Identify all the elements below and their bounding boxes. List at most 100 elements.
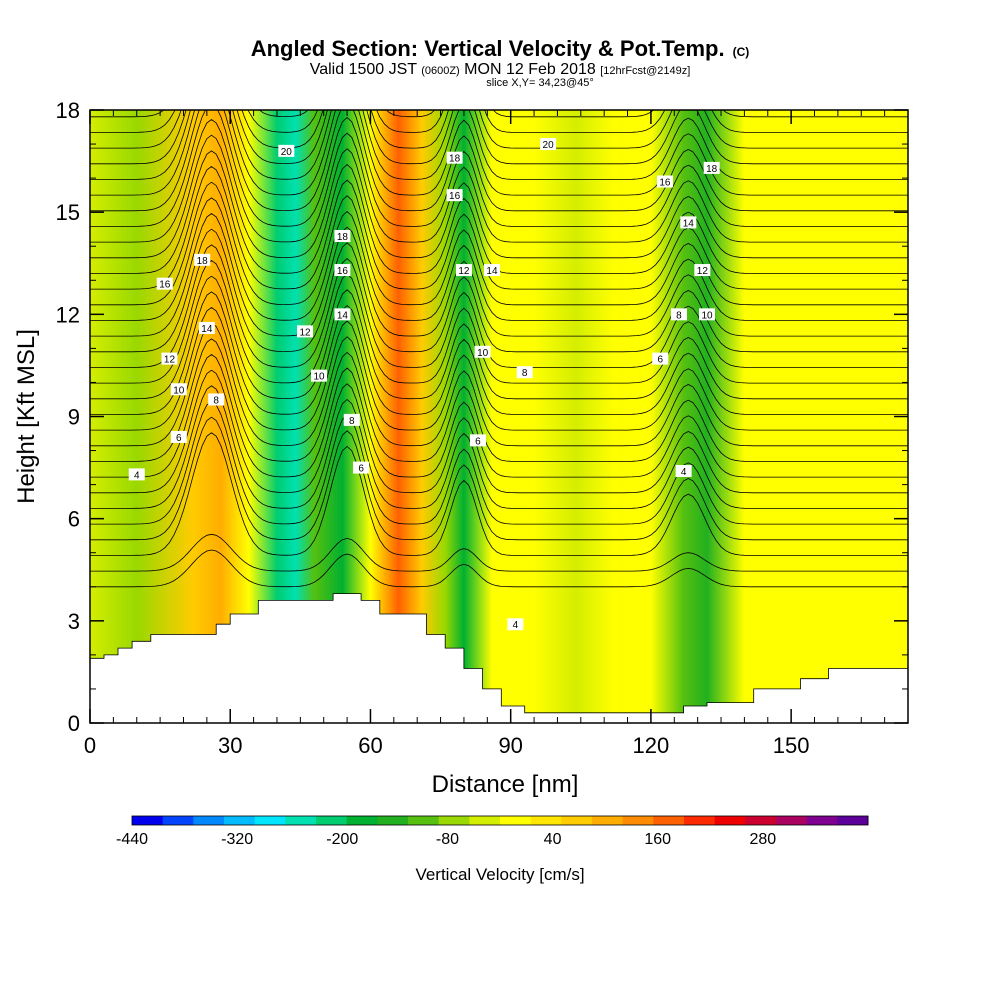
velocity-field [90,110,908,723]
y-tick-label: 9 [68,405,80,430]
pot-temp-contour [90,291,908,415]
title-unit: (C) [732,45,750,59]
axes: 0 30 60 90 120 150 0 3 6 9 12 15 18 Distance [nm] Heig… [13,98,909,798]
contour-label: 14 [680,216,697,229]
colorbar-tick-label: 40 [544,831,562,848]
pot-temp-contour [90,369,908,494]
pot-temp-contour [90,401,908,525]
contour-label-text: 20 [543,140,555,151]
colorbar-swatch [745,816,777,825]
contour-label-text: 20 [281,147,293,158]
pot-temp-contour [90,322,908,447]
colorbar-swatch [592,816,624,825]
colorbar-swatch [684,816,716,825]
y-tick-label: 15 [56,200,80,225]
contour-label: 6 [353,461,370,475]
contour-label: 12 [161,352,178,366]
x-tick-label: 150 [773,733,810,758]
contour-label: 12 [455,264,472,277]
slice-info: slice X,Y= 34,23@45° [486,77,594,89]
contour-label: 4 [128,468,145,481]
contour-label: 14 [198,321,215,335]
contour-label: 18 [334,230,351,243]
chart-title: Angled Section: Vertical Velocity & Pot.… [0,36,1000,62]
colorbar-frame [131,815,869,826]
colorbar-swatch [653,816,685,825]
contour-label-text: 10 [313,372,325,383]
colorbar-swatch [377,816,409,825]
colorbar-swatch [316,816,348,825]
contour-label: 8 [343,413,360,427]
contour-label: 14 [334,308,351,321]
vertical-velocity-fill [90,110,908,723]
colorbar-swatch [806,816,838,825]
colorbar-swatch [224,816,256,825]
y-tick-label: 6 [68,507,80,532]
colorbar-swatch [500,816,532,825]
y-tick-label: 12 [56,302,80,327]
contour-label: 6 [469,434,486,447]
colorbar: -440 -320 -200 -80 40 160 280 Vertical Velocity… [116,815,869,884]
contour-label-text: 6 [176,433,182,444]
pot-temp-contour [90,166,908,290]
contour-label-text: 8 [349,416,355,427]
pot-temp-contour [90,432,908,556]
x-tick-label: 30 [218,733,242,758]
contour-label: 4 [507,618,524,631]
contour-label: 18 [194,253,211,267]
contour-label: 8 [516,366,533,379]
terrain [89,593,909,724]
contour-label-text: 14 [201,324,213,335]
contour-label-text: 8 [213,395,219,406]
colorbar-tick-label: -320 [221,831,253,848]
contour-label-text: 18 [337,232,349,243]
contour-label: 16 [446,189,463,202]
contour-label: 6 [170,430,187,444]
colorbar-swatch [622,816,654,825]
contour-label: 10 [474,345,491,359]
contour-label-text: 14 [683,218,695,229]
contour-label-text: 4 [681,467,687,478]
contour-label: 10 [699,308,716,321]
contour-label-text: 4 [513,620,519,631]
valid-time: Valid 1500 JST (0600Z) MON 12 Feb 2018 [… [0,61,1000,79]
contour-label: 6 [652,352,669,366]
contour-label: 10 [311,369,328,383]
colorbar-swatch [469,816,501,825]
x-tick-label: 120 [633,733,670,758]
colorbar-swatch [714,816,746,825]
contour-label-text: 18 [197,256,209,267]
x-tick-label: 90 [498,733,522,758]
contour-label: 20 [540,138,557,151]
pot-temp-contour [90,110,908,196]
terrain-surface [89,593,909,724]
chart-title-text: Angled Section: Vertical Velocity & Pot.… [250,36,725,61]
contour-label-text: 14 [337,310,349,321]
colorbar-title: Vertical Velocity [cm/s] [415,865,584,884]
pot-temp-contour [90,110,908,212]
contour-label-text: 14 [486,266,498,277]
pot-temp-contour [90,110,908,133]
contour-label: 14 [483,264,500,277]
contour-label: 18 [446,151,463,165]
y-tick-label: 3 [68,609,80,634]
forecast-info: [12hrFcst@2149z] [600,65,691,77]
contour-label: 8 [670,308,687,321]
contour-label-text: 6 [358,464,364,475]
pot-temp-contour [90,307,908,431]
pot-temp-contour [90,110,908,180]
contour-labels: 18 16 14 12 10 8 6 4 20 18 16 14 12 10 8 6 18 16 12 14 10 6 8 2… [128,138,720,631]
colorbar-swatch [193,816,225,825]
pot-temp-contour [90,110,908,165]
contour-label-text: 12 [697,266,709,277]
contour-label-text: 10 [701,310,713,321]
contour-label-text: 12 [299,327,311,338]
contour-label-text: 4 [134,470,140,481]
pot-temp-contour [90,0,908,86]
contour-label-text: 12 [164,355,176,366]
pot-temp-contour [90,110,908,149]
colorbar-tick-label: 280 [750,831,777,848]
contour-label-text: 8 [676,310,682,321]
contour-label: 20 [278,144,295,158]
